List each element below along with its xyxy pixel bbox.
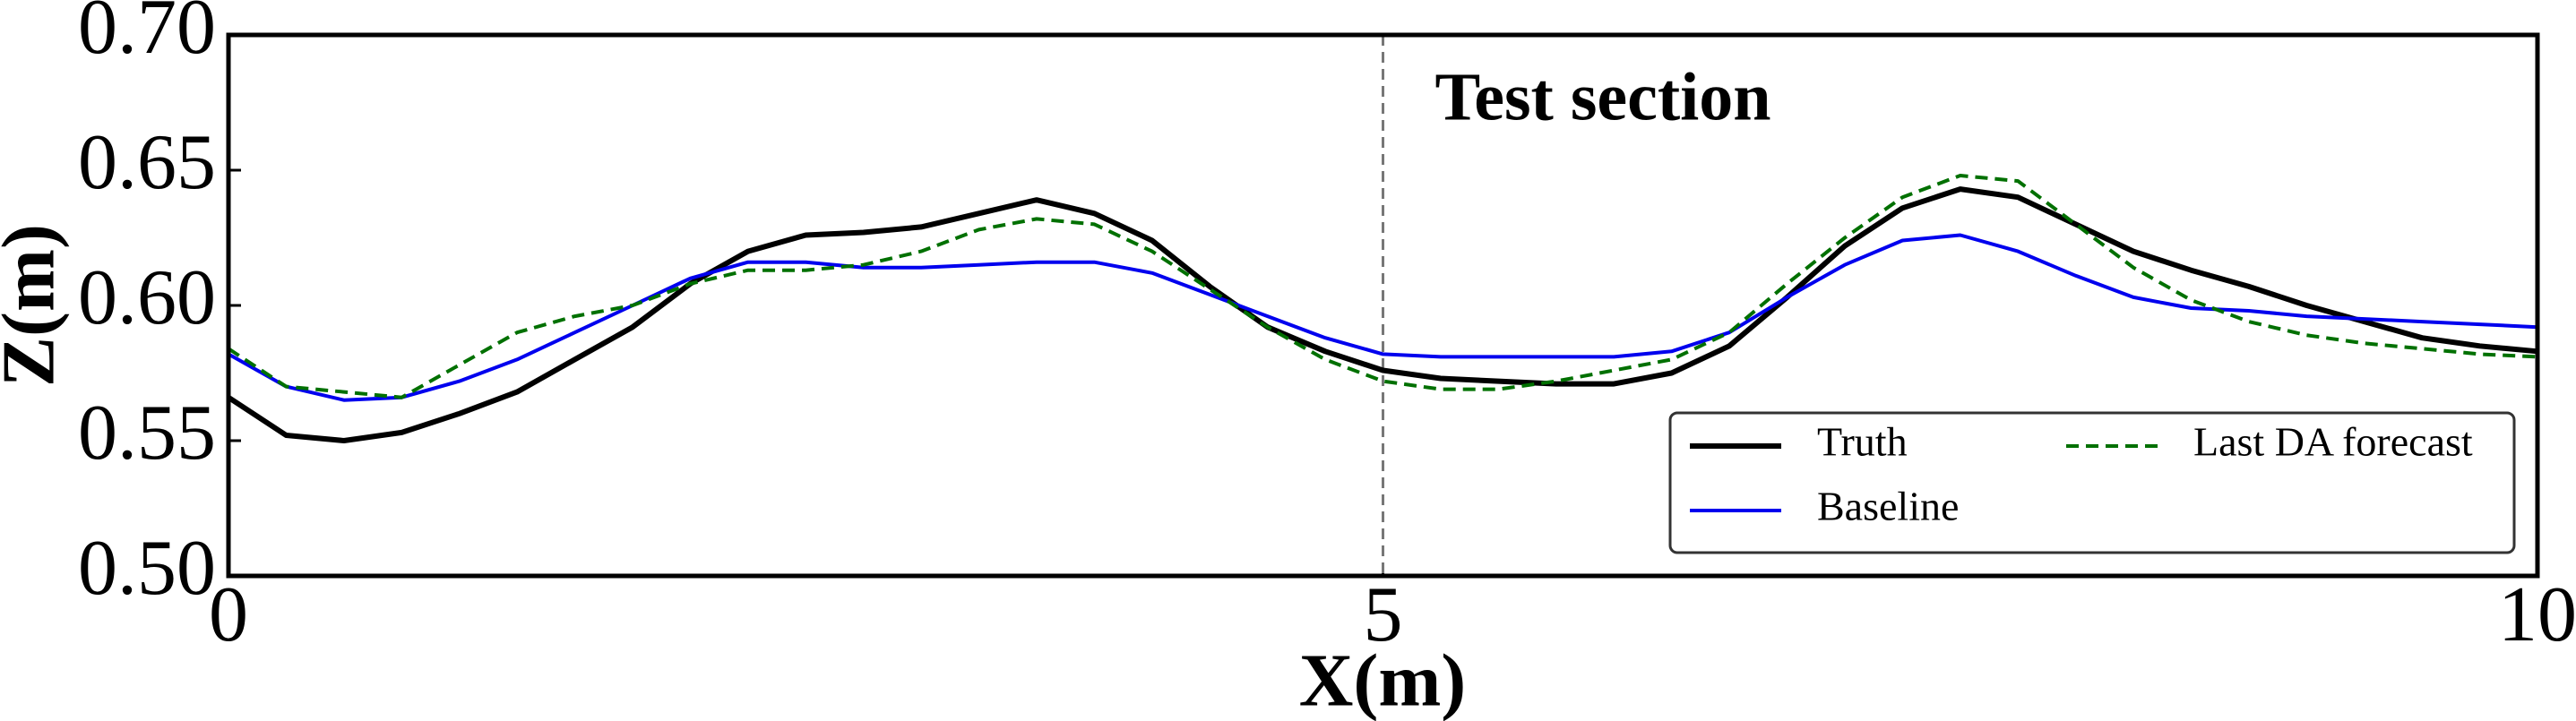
x-tick-label: 5 — [1364, 571, 1403, 658]
y-tick-label: 0.60 — [78, 254, 216, 341]
series-line — [227, 174, 2538, 399]
series-line — [227, 186, 2538, 443]
y-tick-label: 0.55 — [78, 390, 216, 476]
legend-label: Truth — [1817, 419, 1908, 465]
legend-box — [1668, 411, 2516, 554]
y-axis-label: Z(m) — [0, 224, 70, 387]
legend-label: Baseline — [1817, 484, 1959, 529]
x-axis-label: X(m) — [1299, 639, 1467, 721]
legend-label: Last DA forecast — [2193, 419, 2473, 465]
y-tick-label: 0.50 — [78, 525, 216, 612]
plot-frame — [226, 32, 2540, 579]
y-tick-label: 0.65 — [78, 119, 216, 206]
x-tick-label: 10 — [2498, 571, 2576, 658]
x-tick-label: 0 — [209, 571, 248, 658]
y-tick-label: 0.70 — [78, 0, 216, 71]
series-line — [228, 233, 2538, 402]
annotation: Test section — [1435, 59, 1771, 134]
